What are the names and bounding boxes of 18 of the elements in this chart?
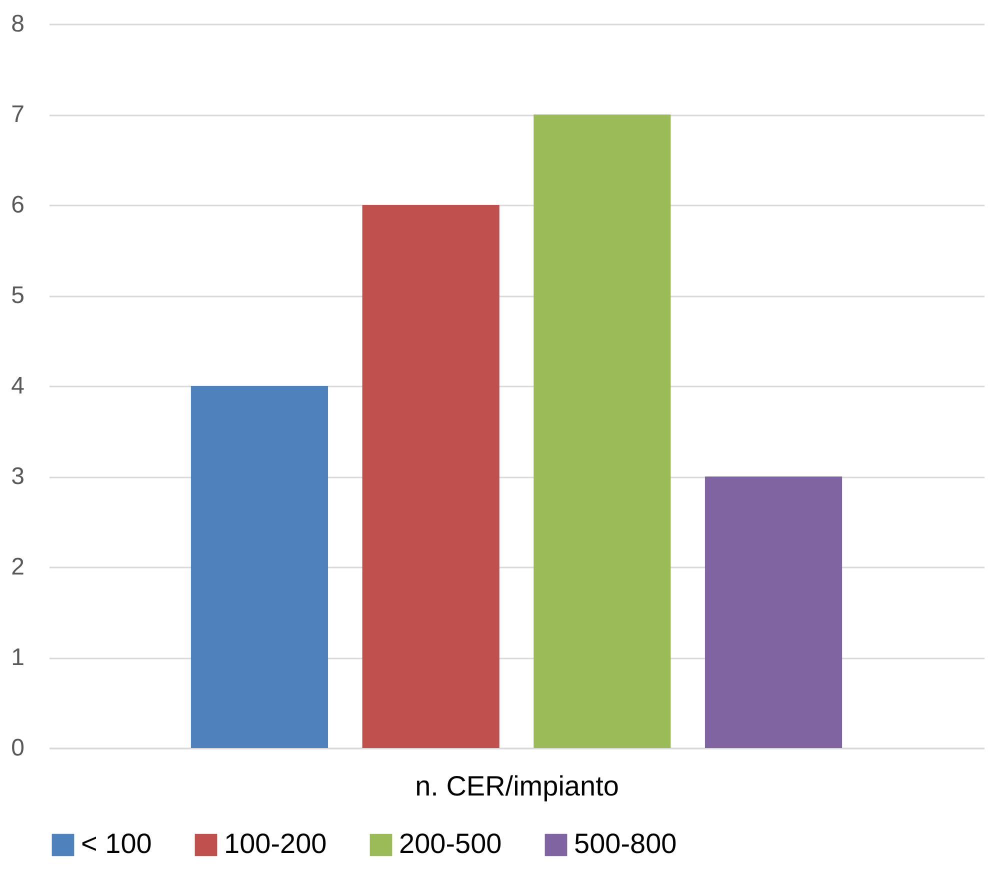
bar xyxy=(704,476,842,748)
y-tick-label: 1 xyxy=(11,644,24,671)
legend-label: 200-500 xyxy=(399,828,502,859)
bar xyxy=(534,114,671,748)
y-tick-label: 8 xyxy=(11,10,24,38)
x-axis-title: n. CER/impianto xyxy=(415,770,619,802)
y-tick-label: 7 xyxy=(11,101,24,128)
y-tick-label: 2 xyxy=(11,554,24,580)
y-tick-label: 0 xyxy=(11,734,24,762)
y-tick-label: 6 xyxy=(11,192,24,218)
bar xyxy=(190,386,328,748)
legend-label: 100-200 xyxy=(224,828,327,859)
legend-label: 500-800 xyxy=(574,828,677,859)
y-tick-label: 5 xyxy=(11,282,24,309)
legend-label: < 100 xyxy=(81,828,152,859)
y-tick-label: 4 xyxy=(11,372,24,400)
bar xyxy=(362,205,500,748)
y-tick-label: 3 xyxy=(11,463,24,490)
